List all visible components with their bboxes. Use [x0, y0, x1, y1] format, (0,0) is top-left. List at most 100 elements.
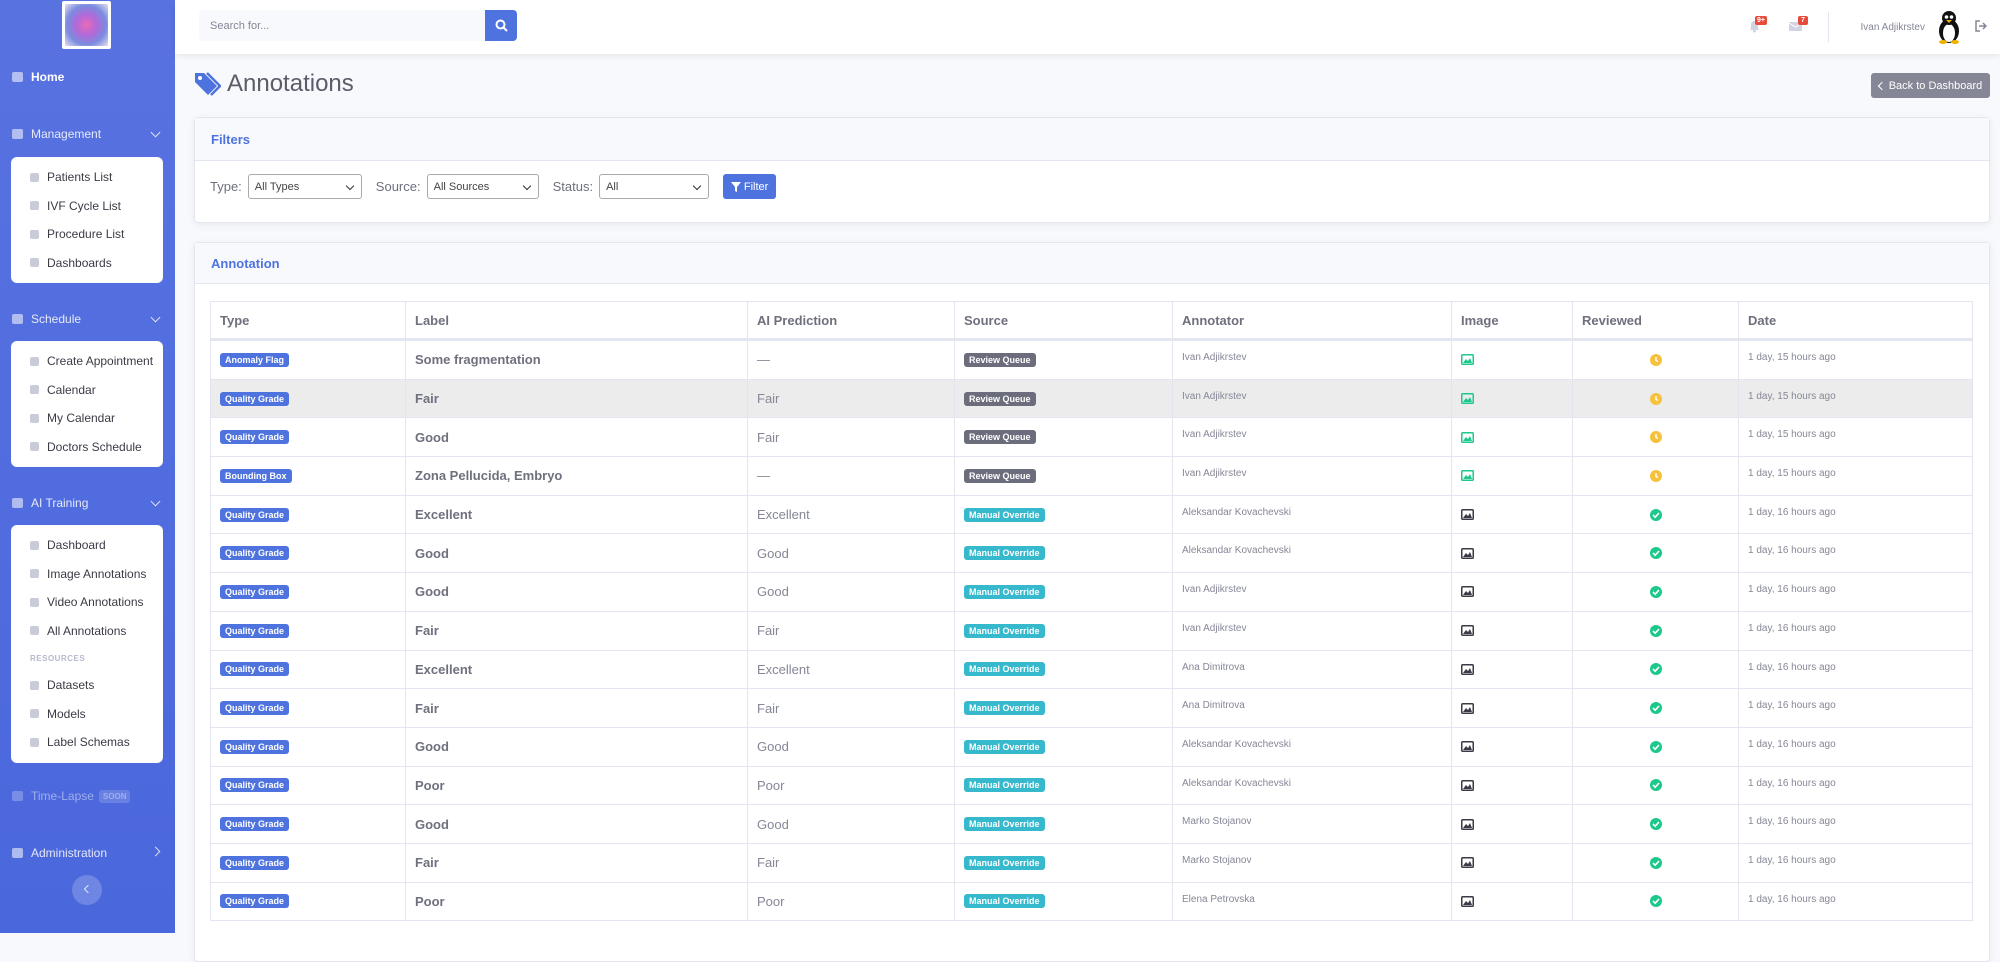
cell — [1451, 650, 1572, 689]
annotator-name: Aleksandar Kovachevski — [1182, 545, 1291, 557]
cell: 1 day, 16 hours ago — [1738, 573, 1974, 611]
cell: — — [747, 341, 954, 379]
search-input[interactable]: Search for... — [199, 10, 485, 41]
logout[interactable] — [1975, 19, 1989, 33]
nav-section[interactable]: Schedule — [12, 312, 175, 326]
cell: Poor — [405, 882, 747, 921]
nav-item-label: Image Annotations — [47, 566, 147, 581]
filter-select[interactable]: All Types — [247, 174, 362, 199]
filter-button[interactable]: Filter — [723, 174, 777, 199]
cell: Quality Grade — [211, 612, 405, 650]
nav-section[interactable]: Management — [12, 127, 175, 141]
nav-item[interactable]: Datasets — [11, 671, 163, 700]
reviewed-icon — [1649, 740, 1662, 753]
table-row: Quality Grade Fair Fair Manual Override Ana … — [211, 688, 1972, 727]
type-badge: Quality Grade — [220, 584, 290, 599]
nav-item[interactable]: Create Appointment — [11, 347, 163, 376]
cell: Manual Override — [954, 534, 1172, 573]
source-badge: Manual Override — [964, 739, 1045, 754]
cell — [1451, 379, 1572, 418]
nav-item[interactable]: Models — [11, 700, 163, 729]
nav-item[interactable]: Dashboard — [11, 531, 163, 560]
image-icon — [1461, 586, 1474, 598]
cell: Quality Grade — [211, 380, 405, 418]
logo-image — [65, 4, 108, 46]
label-text: Good — [415, 584, 449, 600]
nav-home[interactable]: Home — [12, 70, 64, 84]
table-row: Quality Grade Good Good Manual Override Mark… — [211, 804, 1972, 843]
cell: — — [747, 457, 954, 495]
nav-item[interactable]: Doctors Schedule — [11, 433, 163, 462]
reviewed-icon — [1649, 547, 1662, 560]
nav-item[interactable]: Video Annotations — [11, 588, 163, 617]
cell: Bounding Box — [211, 457, 405, 495]
cell: Quality Grade — [211, 573, 405, 611]
nav-item[interactable]: Calendar — [11, 376, 163, 405]
cell: 1 day, 15 hours ago — [1738, 457, 1974, 495]
cell: Fair — [747, 689, 954, 727]
nav-item[interactable]: IVF Cycle List — [11, 192, 163, 221]
user-menu[interactable]: Ivan Adjikrstev — [1845, 8, 1963, 46]
sidebar-toggle[interactable] — [72, 875, 102, 905]
label-text: Fair — [415, 855, 439, 871]
source-badge: Review Queue — [964, 352, 1036, 367]
label-text: Good — [415, 816, 449, 832]
table-row: Quality Grade Good Fair Review Queue Ivan Ad… — [211, 417, 1972, 457]
nav-item[interactable]: Patients List — [11, 163, 163, 192]
date-text: 1 day, 15 hours ago — [1748, 429, 1836, 441]
cell: Fair — [405, 379, 747, 418]
image-icon — [1461, 547, 1474, 559]
table-row: Anomaly Flag Some fragmentation — Review Qu… — [211, 340, 1972, 379]
icon — [30, 709, 39, 719]
cell: Review Queue — [954, 341, 1172, 379]
chevron — [150, 846, 161, 857]
cell: Ana Dimitrova — [1172, 689, 1451, 727]
cell: 1 day, 16 hours ago — [1738, 882, 1974, 921]
cell: 1 day, 16 hours ago — [1738, 727, 1974, 766]
source-badge: Review Queue — [964, 468, 1036, 483]
filter-select[interactable]: All — [599, 174, 710, 199]
nav-item-label: Procedure List — [47, 227, 125, 242]
alerts[interactable]: 9+ — [1748, 16, 1768, 37]
filter-select[interactable]: All Sources — [426, 174, 539, 199]
back-button[interactable]: Back to Dashboard — [1871, 73, 1990, 98]
nav-item[interactable]: Image Annotations — [11, 560, 163, 589]
nav-item-label: Video Annotations — [47, 595, 144, 610]
label-text: Poor — [415, 777, 445, 793]
cell — [1451, 495, 1572, 534]
reviewed-icon — [1649, 779, 1662, 792]
date-text: 1 day, 16 hours ago — [1748, 506, 1836, 518]
cell: 1 day, 16 hours ago — [1738, 534, 1974, 573]
card-title: Filters — [195, 118, 1989, 161]
source-badge: Manual Override — [964, 507, 1045, 522]
messages[interactable]: 7 — [1789, 16, 1809, 37]
nav-item[interactable]: Dashboards — [11, 249, 163, 278]
cell — [1451, 573, 1572, 611]
nav-section[interactable]: AI Training — [12, 496, 175, 510]
icon — [30, 680, 39, 690]
label-text: Good — [415, 545, 449, 561]
type-badge: Quality Grade — [220, 507, 290, 522]
cell — [1451, 341, 1572, 379]
date-text: 1 day, 15 hours ago — [1748, 390, 1836, 402]
cell: Quality Grade — [211, 689, 405, 727]
cell: Aleksandar Kovachevski — [1172, 727, 1451, 766]
logo[interactable] — [62, 1, 111, 49]
soon-badge: SOON — [98, 789, 131, 803]
topbar-divider — [1828, 12, 1829, 42]
cell: Fair — [405, 611, 747, 650]
nav-item[interactable]: My Calendar — [11, 404, 163, 433]
nav-administration[interactable]: Administration — [12, 846, 175, 860]
image-icon — [1461, 393, 1474, 405]
image-icon — [1461, 895, 1474, 907]
nav-section-title: AI Training — [31, 496, 89, 510]
table-row: Quality Grade Fair Fair Manual Override Mark… — [211, 842, 1972, 882]
cell: Manual Override — [954, 882, 1172, 921]
nav-item[interactable]: Procedure List — [11, 220, 163, 249]
cell — [1451, 534, 1572, 573]
annotator-name: Ivan Adjikrstev — [1182, 390, 1247, 402]
nav-item[interactable]: Label Schemas — [11, 728, 163, 757]
search-button[interactable] — [485, 10, 517, 41]
nav-item[interactable]: All Annotations — [11, 617, 163, 646]
table-row: Quality Grade Fair Fair Manual Override Ivan… — [211, 610, 1972, 650]
